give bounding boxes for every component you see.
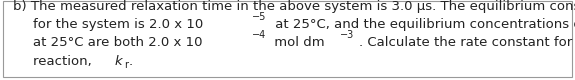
Text: for the system is 2.0 x 10: for the system is 2.0 x 10 [33,18,203,31]
Text: k: k [114,55,122,68]
Text: r: r [124,60,128,70]
Text: −5: −5 [252,12,267,22]
Text: . Calculate the rate constant for the reverse: . Calculate the rate constant for the re… [359,36,575,49]
Text: reaction,: reaction, [33,55,96,68]
Text: b) The measured relaxation time in the above system is 3.0 μs. The equilibrium c: b) The measured relaxation time in the a… [13,0,575,13]
Text: −3: −3 [340,30,355,40]
Text: at 25°C are both 2.0 x 10: at 25°C are both 2.0 x 10 [33,36,202,49]
Text: mol dm: mol dm [270,36,324,49]
Text: −4: −4 [251,30,266,40]
Text: .: . [129,55,133,68]
Text: at 25°C, and the equilibrium concentrations of H: at 25°C, and the equilibrium concentrati… [271,18,575,31]
